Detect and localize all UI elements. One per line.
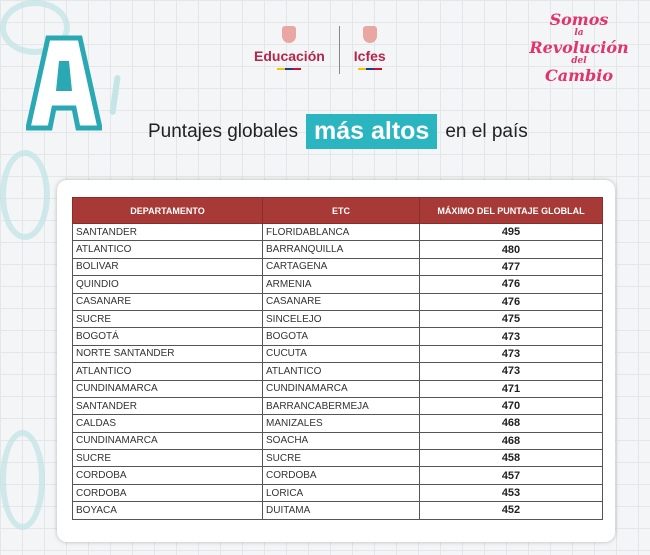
cell-departamento: ATLANTICO	[72, 362, 263, 381]
cell-etc: CUNDINAMARCA	[262, 379, 420, 398]
letter-a-logo	[26, 35, 102, 131]
cell-etc: CARTAGENA	[262, 257, 420, 277]
table-header-row: DEPARTAMENTO ETC MÁXIMO DEL PUNTAJE GLOB…	[72, 197, 603, 224]
cell-departamento: QUINDIO	[72, 275, 263, 294]
cell-puntaje: 468	[419, 414, 603, 433]
cell-departamento: ATLANTICO	[72, 240, 263, 259]
column-header-departamento: DEPARTAMENTO	[72, 197, 263, 224]
cell-etc: ARMENIA	[262, 275, 420, 294]
decorative-swirl	[0, 150, 50, 240]
cell-puntaje: 453	[419, 483, 603, 503]
cell-puntaje: 473	[419, 344, 603, 364]
decorative-swirl	[0, 0, 70, 55]
table-row: BOGOTÁ BOGOTA 473	[72, 327, 603, 346]
cell-puntaje: 475	[419, 309, 603, 329]
cell-etc: SINCELEJO	[262, 309, 420, 329]
icfes-label: Icfes	[353, 48, 386, 64]
cell-departamento: CASANARE	[72, 292, 263, 311]
logo-divider	[338, 26, 340, 74]
table-row: SANTANDER FLORIDABLANCA 495	[72, 222, 603, 242]
cell-puntaje: 495	[419, 222, 603, 242]
page-title: Puntajes globales más altos en el país	[148, 114, 608, 149]
cell-etc: BARRANQUILLA	[262, 240, 420, 259]
cell-puntaje: 457	[419, 466, 603, 485]
cell-departamento: SANTANDER	[72, 396, 263, 416]
scores-table: DEPARTAMENTO ETC MÁXIMO DEL PUNTAJE GLOB…	[72, 197, 603, 520]
column-header-puntaje: MÁXIMO DEL PUNTAJE GLOBLAL	[419, 197, 603, 224]
icfes-logo: Icfes	[354, 26, 386, 70]
decorative-swirl	[0, 430, 45, 530]
coat-of-arms-icon	[362, 26, 377, 43]
coat-of-arms-icon	[282, 26, 297, 43]
cell-etc: SUCRE	[262, 449, 420, 468]
table-row: CASANARE CASANARE 476	[72, 292, 603, 311]
cell-departamento: SANTANDER	[72, 222, 263, 242]
slogan-logo: Somos la Revolución del Cambio	[528, 10, 630, 100]
cell-departamento: CORDOBA	[72, 483, 263, 503]
cell-puntaje: 473	[419, 362, 603, 381]
cell-departamento: CORDOBA	[72, 466, 263, 485]
cell-etc: DUITAMA	[262, 501, 420, 520]
cell-puntaje: 476	[419, 275, 603, 294]
educacion-label: Educación	[254, 48, 325, 64]
title-suffix: en el país	[445, 120, 528, 142]
table-row: QUINDIO ARMENIA 476	[72, 275, 603, 294]
cell-etc: SOACHA	[262, 431, 420, 451]
cell-etc: BOGOTA	[262, 327, 420, 346]
institution-logos: Educación Icfes	[254, 26, 386, 74]
cell-departamento: CUNDINAMARCA	[72, 379, 263, 398]
slogan-word: Revolución	[529, 38, 629, 57]
cell-etc: ATLANTICO	[262, 362, 420, 381]
cell-etc: BARRANCABERMEJA	[262, 396, 420, 416]
cell-departamento: SUCRE	[72, 309, 263, 329]
cell-etc: CUCUTA	[262, 344, 420, 364]
cell-puntaje: 471	[419, 379, 603, 398]
decorative-exclamation	[109, 74, 121, 116]
table-row: CORDOBA LORICA 453	[72, 483, 603, 503]
cell-etc: CASANARE	[262, 292, 420, 311]
table-row: SANTANDER BARRANCABERMEJA 470	[72, 396, 603, 416]
cell-etc: FLORIDABLANCA	[262, 222, 420, 242]
cell-puntaje: 458	[419, 449, 603, 468]
educacion-logo: Educación	[254, 26, 325, 70]
table-row: ATLANTICO BARRANQUILLA 480	[72, 240, 603, 259]
cell-etc: LORICA	[262, 483, 420, 503]
cell-departamento: BOYACA	[72, 501, 263, 520]
cell-puntaje: 473	[419, 327, 603, 346]
table-row: BOLIVAR CARTAGENA 477	[72, 257, 603, 277]
cell-departamento: CUNDINAMARCA	[72, 431, 263, 451]
cell-puntaje: 468	[419, 431, 603, 451]
table-row: CORDOBA CORDOBA 457	[72, 466, 603, 485]
table-row: CALDAS MANIZALES 468	[72, 414, 603, 433]
cell-departamento: BOLIVAR	[72, 257, 263, 277]
slogan-word: del	[571, 56, 587, 66]
cell-puntaje: 470	[419, 396, 603, 416]
table-row: CUNDINAMARCA CUNDINAMARCA 471	[72, 379, 603, 398]
table-row: BOYACA DUITAMA 452	[72, 501, 603, 520]
title-highlight: más altos	[306, 114, 438, 149]
cell-departamento: BOGOTÁ	[72, 327, 263, 346]
table-row: CUNDINAMARCA SOACHA 468	[72, 431, 603, 451]
slogan-word: Somos	[549, 10, 609, 29]
cell-departamento: CALDAS	[72, 414, 263, 433]
table-row: ATLANTICO ATLANTICO 473	[72, 362, 603, 381]
cell-etc: CORDOBA	[262, 466, 420, 485]
table-row: SUCRE SINCELEJO 475	[72, 309, 603, 329]
table-row: SUCRE SUCRE 458	[72, 449, 603, 468]
cell-departamento: SUCRE	[72, 449, 263, 468]
column-header-etc: ETC	[262, 197, 420, 224]
table-row: NORTE SANTANDER CUCUTA 473	[72, 344, 603, 364]
cell-puntaje: 452	[419, 501, 603, 520]
slogan-word: la	[574, 28, 584, 38]
cell-puntaje: 480	[419, 240, 603, 259]
title-prefix: Puntajes globales	[148, 120, 298, 142]
cell-puntaje: 476	[419, 292, 603, 311]
cell-etc: MANIZALES	[262, 414, 420, 433]
cell-puntaje: 477	[419, 257, 603, 277]
slogan-word: Cambio	[545, 66, 613, 85]
cell-departamento: NORTE SANTANDER	[72, 344, 263, 364]
